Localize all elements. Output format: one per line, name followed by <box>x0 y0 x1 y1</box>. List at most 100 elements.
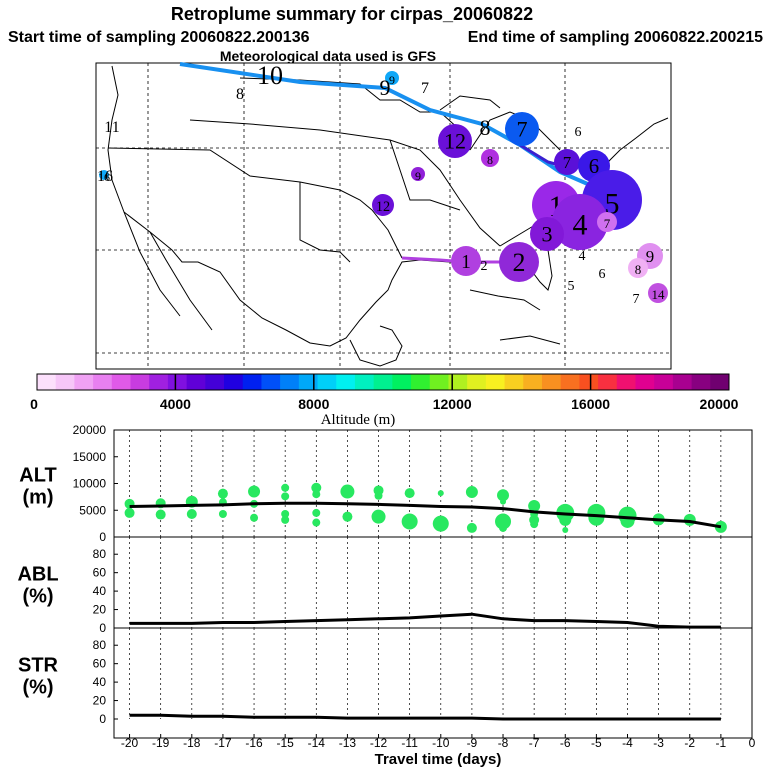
plume-circle <box>499 242 539 282</box>
plume-circle-label: 4 <box>573 209 588 242</box>
altitude-colorbar: 0 4000 8000 12000 16000 20000 Altitude (m) <box>30 373 739 428</box>
map-day-label: 9 <box>380 75 391 100</box>
x-tick-label: -8 <box>498 736 509 750</box>
figure-title: Retroplume summary for cirpas_20060822 <box>171 4 533 24</box>
alt-scatter-point <box>312 518 321 527</box>
plume-circle <box>505 112 539 146</box>
alt-scatter-point <box>466 522 477 533</box>
plume-circle <box>552 194 608 250</box>
colorbar-tick-label: 0 <box>30 396 38 412</box>
y-tick-label: 0 <box>99 530 106 544</box>
colorbar-tick-label: 16000 <box>571 396 610 412</box>
x-tick-label: -18 <box>183 736 201 750</box>
x-tick-label: -13 <box>339 736 357 750</box>
alt-scatter-point <box>248 485 261 498</box>
plume-circle <box>438 124 472 158</box>
plume-circle-label: 9 <box>389 73 395 87</box>
alt-scatter-point <box>281 483 290 492</box>
start-sampling-text: Start time of sampling 20060822.200136 <box>8 29 310 46</box>
colorbar-cell <box>298 374 319 390</box>
x-tick-label: -3 <box>653 736 664 750</box>
x-tick-label: -10 <box>432 736 450 750</box>
plume-circle <box>411 167 425 181</box>
colorbar-cell <box>710 374 730 390</box>
plume-circle-label: 3 <box>541 222 552 247</box>
colorbar-tick-label: 12000 <box>433 396 472 412</box>
alt-scatter-point <box>371 509 386 524</box>
x-tick-label: -11 <box>401 736 418 750</box>
y-tick-label: 10000 <box>73 477 107 491</box>
plume-circle <box>597 212 617 232</box>
colorbar-tick-label: 4000 <box>160 396 191 412</box>
y-tick-label: 80 <box>93 547 107 561</box>
colorbar-cell <box>635 374 655 390</box>
plume-circle <box>530 217 564 251</box>
alt-scatter-point <box>528 499 541 512</box>
y-tick-label: 60 <box>93 657 107 671</box>
y-tick-label: 20 <box>93 603 107 617</box>
y-tick-label: 0 <box>99 621 106 635</box>
colorbar-cell <box>186 374 206 390</box>
plume-circle-label: 8 <box>487 153 493 167</box>
alt-scatter-point <box>404 488 415 499</box>
y-tick-label: 5000 <box>79 503 106 517</box>
colorbar-cell <box>205 374 225 390</box>
plume-circle-label: 7 <box>516 117 527 142</box>
x-axis-label: Travel time (days) <box>375 751 502 768</box>
plume-circle <box>481 149 499 167</box>
x-tick-label: -5 <box>591 736 602 750</box>
colorbar-cell <box>654 374 674 390</box>
end-sampling-text: End time of sampling 20060822.200215 <box>468 29 763 46</box>
colorbar-cell <box>598 374 618 390</box>
colorbar-cell <box>55 374 75 390</box>
colorbar-cell <box>111 374 132 390</box>
alt-scatter-points <box>124 482 727 534</box>
plume-circle-label: 12 <box>444 129 466 154</box>
colorbar-cell <box>467 374 487 390</box>
abl-series-line <box>129 612 721 629</box>
plume-circle-label: 16 <box>98 170 110 184</box>
time-series-panels: 0 5000 10000 15000 20000 0 20 40 60 80 0 20 40 60 80 A… <box>17 423 755 768</box>
colorbar-cell <box>392 374 412 390</box>
alt-scatter-point <box>500 498 507 505</box>
colorbar-cell <box>560 374 580 390</box>
plume-circle <box>99 170 109 180</box>
alt-scatter-point <box>374 491 383 500</box>
plume-circle-label: 8 <box>635 262 642 277</box>
colorbar-cell <box>74 374 94 390</box>
y-tick-label: 80 <box>93 638 107 652</box>
colorbar-cell <box>579 374 599 390</box>
plume-circle-label: 6 <box>589 155 599 178</box>
colorbar-cell <box>504 374 524 390</box>
x-tick-label: -14 <box>308 736 326 750</box>
colorbar-cell <box>130 374 150 390</box>
x-tick-label: -2 <box>684 736 695 750</box>
y-tick-label: 40 <box>93 675 107 689</box>
trajectory-line <box>179 62 591 187</box>
y-tick-label: 60 <box>93 566 107 580</box>
alt-scatter-point <box>401 513 418 530</box>
colorbar-cell <box>317 374 337 390</box>
alt-scatter-point <box>218 509 227 518</box>
alt-scatter-point <box>186 508 197 519</box>
plume-circle-label: 9 <box>415 169 421 183</box>
alt-scatter-point <box>497 489 510 502</box>
colorbar-cell <box>672 374 693 390</box>
map-day-label: 8 <box>236 86 244 103</box>
str-series-line <box>129 713 721 721</box>
panel-ylabel-unit: (%) <box>22 677 53 699</box>
map-day-label: 6 <box>575 125 582 140</box>
map-day-label: 10 <box>257 61 283 90</box>
colorbar-cell <box>336 374 356 390</box>
panel-ylabel: ALT <box>19 465 56 487</box>
alt-series-line <box>129 501 722 529</box>
alt-scatter-point <box>281 515 290 524</box>
map-day-label: 2 <box>481 259 488 274</box>
alt-scatter-point <box>311 482 322 493</box>
alt-scatter-point <box>342 511 353 522</box>
alt-scatter-point <box>495 513 512 530</box>
x-tick-label: -15 <box>276 736 294 750</box>
panels-frame <box>113 429 753 739</box>
plume-circle-label: 7 <box>604 216 611 231</box>
